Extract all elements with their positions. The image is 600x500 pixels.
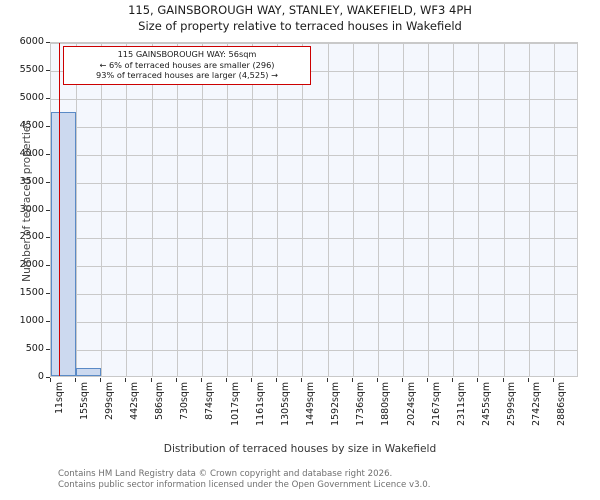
- x-axis-tick-mark: [226, 378, 227, 382]
- x-axis-tick-mark: [276, 378, 278, 382]
- bar: [51, 112, 77, 376]
- chart-title-block: 115, GAINSBOROUGH WAY, STANLEY, WAKEFIEL…: [0, 2, 600, 34]
- gridline-horizontal: [51, 98, 577, 100]
- gridline-vertical: [277, 43, 279, 376]
- x-axis-tick-mark: [301, 378, 303, 382]
- x-axis-tick-label: 442sqm: [128, 382, 140, 420]
- x-axis-tick-label: 1449sqm: [304, 382, 316, 426]
- gridline-horizontal: [51, 70, 577, 72]
- gridline-vertical: [201, 43, 203, 376]
- x-axis-tick-label: 299sqm: [103, 382, 115, 420]
- x-axis-tick-mark: [50, 378, 51, 382]
- gridline-horizontal: [51, 294, 577, 296]
- gridline-vertical: [478, 43, 480, 376]
- gridline-horizontal: [51, 266, 577, 268]
- property-annotation-box: 115 GAINSBOROUGH WAY: 56sqm ← 6% of terr…: [63, 46, 311, 85]
- x-axis-tick-mark: [326, 378, 328, 382]
- annotation-line-larger: 93% of terraced houses are larger (4,525…: [96, 70, 278, 80]
- x-axis-tick-label: 874sqm: [204, 382, 216, 420]
- y-axis-tick-mark: [46, 377, 50, 378]
- x-axis-tick-label: 730sqm: [179, 382, 191, 420]
- gridline-vertical: [101, 43, 103, 376]
- x-axis-tick-mark: [200, 378, 202, 382]
- x-axis-tick-label: 11sqm: [53, 382, 65, 414]
- footer-attribution: Contains HM Land Registry data © Crown c…: [58, 469, 598, 490]
- x-axis-tick-mark: [75, 378, 77, 382]
- gridline-vertical: [327, 43, 329, 376]
- x-axis-tick-mark: [477, 378, 479, 382]
- x-axis-tick-label: 2599sqm: [506, 382, 518, 426]
- x-axis-tick-mark: [527, 378, 529, 382]
- x-axis-tick-label: 155sqm: [78, 382, 90, 420]
- gridline-vertical: [403, 43, 404, 376]
- gridline-horizontal: [51, 182, 577, 184]
- footer-line-1: Contains HM Land Registry data © Crown c…: [58, 469, 393, 479]
- x-axis-tick-label: 2886sqm: [556, 382, 568, 426]
- gridline-horizontal: [51, 350, 577, 352]
- gridline-horizontal: [51, 126, 577, 128]
- gridline-horizontal: [51, 43, 577, 44]
- property-marker-line: [58, 43, 61, 376]
- plot-area: [50, 42, 578, 377]
- gridline-vertical: [302, 43, 304, 376]
- x-axis-tick-mark: [150, 378, 152, 382]
- y-axis-title: Number of terraced properties: [21, 120, 33, 282]
- gridline-vertical: [76, 43, 78, 376]
- x-axis-tick-mark: [351, 378, 353, 382]
- gridline-vertical: [176, 43, 178, 376]
- x-axis-tick-label: 2167sqm: [430, 382, 442, 426]
- x-axis-tick-mark: [376, 378, 378, 382]
- gridline-horizontal: [51, 210, 577, 212]
- x-axis-tick-label: 1880sqm: [380, 382, 392, 426]
- gridline-vertical: [252, 43, 254, 376]
- gridline-vertical: [503, 43, 505, 376]
- x-axis-tick-mark: [125, 378, 127, 382]
- chart-subtitle: Size of property relative to terraced ho…: [138, 19, 462, 33]
- gridline-vertical: [553, 43, 555, 376]
- x-axis-tick-label: 586sqm: [154, 382, 166, 420]
- gridline-vertical: [528, 43, 530, 376]
- gridline-horizontal: [51, 322, 577, 324]
- x-axis-tick-label: 1592sqm: [330, 382, 342, 426]
- footer-line-2: Contains public sector information licen…: [58, 479, 431, 490]
- x-axis-tick-label: 2024sqm: [405, 382, 417, 426]
- gridline-vertical: [151, 43, 153, 376]
- y-axis-tick-label: 0: [37, 371, 44, 382]
- gridline-vertical: [453, 43, 455, 376]
- page-title: 115, GAINSBOROUGH WAY, STANLEY, WAKEFIEL…: [128, 3, 472, 17]
- x-axis-tick-label: 1017sqm: [229, 382, 241, 426]
- x-axis-tick-mark: [427, 378, 429, 382]
- gridline-vertical: [227, 43, 228, 376]
- y-axis-tick-label: 6000: [19, 36, 44, 47]
- x-axis-tick-mark: [251, 378, 253, 382]
- x-axis-tick-label: 2455sqm: [480, 382, 492, 426]
- x-axis-tick-mark: [175, 378, 177, 382]
- x-axis-tick-label: 1305sqm: [279, 382, 291, 426]
- bar: [76, 368, 102, 376]
- x-axis-tick-mark: [502, 378, 504, 382]
- gridline-horizontal: [51, 154, 577, 156]
- x-axis-tick-label: 1736sqm: [355, 382, 367, 426]
- x-axis-tick-mark: [452, 378, 454, 382]
- gridline-vertical: [377, 43, 379, 376]
- annotation-line-smaller: ← 6% of terraced houses are smaller (296…: [99, 59, 275, 70]
- x-axis-tick-mark: [402, 378, 403, 382]
- gridline-vertical: [428, 43, 430, 376]
- gridline-vertical: [126, 43, 128, 376]
- annotation-line-property: 115 GAINSBOROUGH WAY: 56sqm: [117, 49, 257, 59]
- x-axis-tick-label: 2742sqm: [531, 382, 543, 426]
- x-axis-tick-mark: [100, 378, 102, 382]
- gridline-horizontal: [51, 238, 577, 240]
- x-axis-title: Distribution of terraced houses by size …: [163, 443, 437, 455]
- gridline-vertical: [352, 43, 354, 376]
- x-axis-tick-label: 2311sqm: [455, 382, 467, 426]
- x-axis-tick-mark: [552, 378, 554, 382]
- x-axis-tick-label: 1161sqm: [254, 382, 266, 426]
